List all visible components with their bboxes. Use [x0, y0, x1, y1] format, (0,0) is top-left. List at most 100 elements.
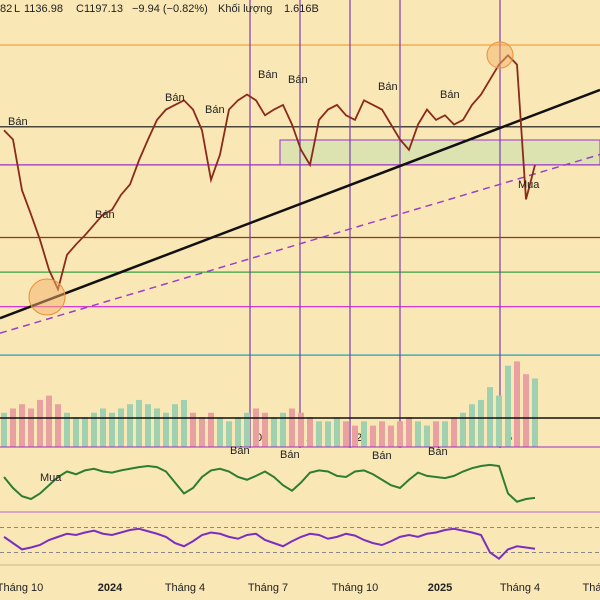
annotation: Bán	[378, 81, 398, 93]
annotation: Bán	[428, 446, 448, 458]
volume-bar	[163, 412, 169, 447]
volume-bar	[136, 399, 142, 447]
volume-bar	[19, 404, 25, 447]
volume-bar	[469, 404, 475, 447]
x-tick-label: 2024	[98, 582, 123, 594]
header-item: L	[14, 3, 20, 15]
annotation: Bán	[230, 445, 250, 457]
volume-bar	[217, 417, 223, 447]
volume-bar	[208, 412, 214, 447]
volume-bar	[280, 412, 286, 447]
volume-bar	[487, 387, 493, 447]
annotation: Bán	[440, 89, 460, 101]
volume-bar	[73, 417, 79, 447]
volume-bar	[28, 408, 34, 447]
volume-bar	[523, 374, 529, 447]
marker-label: 2	[356, 432, 362, 444]
volume-bar	[199, 417, 205, 447]
x-tick-label: 2025	[428, 582, 452, 594]
x-tick-label: Tháng 10	[0, 582, 43, 594]
volume-bar	[82, 417, 88, 447]
x-tick-label: Tháng 7	[248, 582, 288, 594]
volume-bar	[226, 421, 232, 447]
volume-bar	[64, 412, 70, 447]
header-item: 1136.98	[24, 3, 63, 15]
header-item: Khối lượng	[218, 3, 272, 15]
volume-bar	[406, 417, 412, 447]
volume-bar	[289, 408, 295, 447]
volume-bar	[181, 399, 187, 447]
x-tick-label: Thá	[583, 582, 600, 594]
volume-bar	[496, 395, 502, 447]
volume-bar	[361, 421, 367, 447]
volume-bar	[334, 417, 340, 447]
volume-bar	[325, 421, 331, 447]
annotation: Bán	[280, 449, 300, 461]
annotation: Bán	[258, 69, 278, 81]
volume-bar	[415, 421, 421, 447]
volume-bar	[424, 425, 430, 447]
volume-bar	[145, 404, 151, 447]
volume-bar	[370, 425, 376, 447]
volume-bar	[37, 399, 43, 447]
annotation: Mua	[518, 179, 540, 191]
high-circle	[486, 41, 514, 69]
header-item: 82	[0, 3, 12, 15]
volume-bar	[190, 412, 196, 447]
volume-bar	[154, 408, 160, 447]
annotation: Bán	[8, 116, 28, 128]
volume-bar	[379, 421, 385, 447]
trendline	[0, 88, 600, 320]
volume-bar	[55, 404, 61, 447]
volume-bar	[298, 412, 304, 447]
annotation: Bán	[288, 74, 308, 86]
volume-bar	[388, 425, 394, 447]
header-item: C	[76, 3, 84, 15]
indicator-line	[3, 527, 536, 561]
header-item: 1.616B	[284, 3, 319, 15]
volume-bar	[1, 412, 7, 447]
volume-bar	[253, 408, 259, 447]
volume-bar	[118, 408, 124, 447]
volume-bar	[442, 421, 448, 447]
volume-bar	[433, 421, 439, 447]
volume-bar	[316, 421, 322, 447]
volume-bar	[514, 361, 520, 447]
annotation: Mua	[40, 472, 62, 484]
volume-bar	[397, 421, 403, 447]
volume-bar	[127, 404, 133, 447]
volume-bar	[46, 395, 52, 447]
volume-bar	[172, 404, 178, 447]
volume-bar	[109, 412, 115, 447]
zone	[279, 139, 600, 166]
annotation: Bán	[372, 450, 392, 462]
volume-bar	[262, 412, 268, 447]
trendline	[0, 153, 600, 334]
x-tick-label: Tháng 4	[165, 582, 205, 594]
annotation: Bán	[205, 104, 225, 116]
volume-bar	[451, 417, 457, 447]
volume-bar	[343, 421, 349, 447]
volume-bar	[505, 365, 511, 447]
volume-bar	[478, 399, 484, 447]
volume-bar	[271, 417, 277, 447]
annotation: Bán	[165, 92, 185, 104]
volume-bar	[100, 408, 106, 447]
volume-bar	[307, 417, 313, 447]
volume-bar	[91, 412, 97, 447]
low-circle	[28, 278, 66, 316]
volume-bar	[460, 412, 466, 447]
annotation: Bán	[95, 209, 115, 221]
header-item: −9.94 (−0.82%)	[132, 3, 208, 15]
x-tick-label: Tháng 10	[332, 582, 378, 594]
indicator-line	[3, 463, 536, 503]
volume-bar	[10, 408, 16, 447]
marker-label: 0	[256, 432, 262, 444]
header-item: 1197.13	[84, 3, 123, 15]
volume-bar	[352, 425, 358, 447]
price-line	[3, 54, 536, 293]
volume-bar	[244, 412, 250, 447]
volume-bar	[532, 378, 538, 447]
x-tick-label: Tháng 4	[500, 582, 540, 594]
